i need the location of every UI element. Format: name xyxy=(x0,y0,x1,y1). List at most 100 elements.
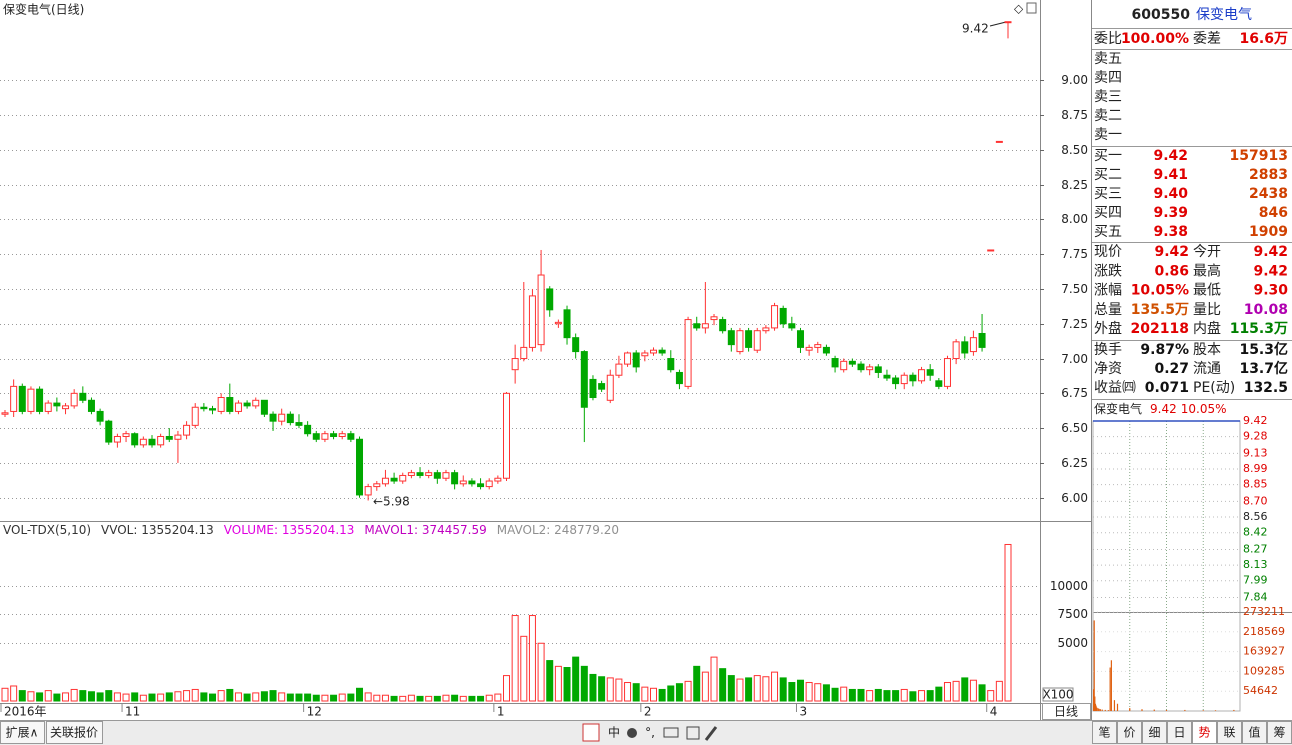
tab-label[interactable]: 日 xyxy=(1173,726,1185,740)
volume-bar xyxy=(978,684,986,702)
legend-entry: VVOL: 1355204.13 xyxy=(101,523,214,537)
y-tick-label: 6.25 xyxy=(1061,456,1088,470)
icon-punct[interactable]: °, xyxy=(645,726,655,740)
candle-body xyxy=(969,337,977,353)
candle-body xyxy=(918,369,926,382)
candle-body xyxy=(451,472,459,485)
volume-bar xyxy=(745,677,753,702)
tab-label[interactable]: 细 xyxy=(1148,726,1160,740)
icon-grid[interactable] xyxy=(686,726,700,740)
y-tick-label: 6.50 xyxy=(1061,421,1088,435)
tab[interactable] xyxy=(1117,721,1142,744)
candle-body xyxy=(745,330,753,348)
tab[interactable] xyxy=(46,721,103,744)
candle-body xyxy=(615,363,623,376)
candle-body xyxy=(304,424,312,435)
icon-moon[interactable] xyxy=(627,728,637,738)
volume-bar xyxy=(330,694,338,702)
tab[interactable] xyxy=(1092,721,1117,744)
candle-body xyxy=(433,472,441,479)
row-value: 9.42 xyxy=(1253,244,1288,260)
x-tick-label: 12 xyxy=(307,705,322,719)
candle-body xyxy=(866,366,874,371)
volume-bar xyxy=(87,691,95,702)
candle-body xyxy=(883,374,891,379)
candle-body xyxy=(269,413,277,422)
volume-bar xyxy=(234,692,242,702)
candle-body xyxy=(675,371,683,385)
legend-entry: MAVOL1: 374457.59 xyxy=(364,523,486,537)
icon-diamond[interactable]: ◇ xyxy=(1014,2,1024,16)
volume-bar xyxy=(338,693,346,702)
candle-body xyxy=(286,413,294,424)
bid-label: 买三 xyxy=(1094,186,1122,202)
candle-body xyxy=(693,323,701,329)
volume-bar xyxy=(892,690,900,702)
row-label: 内盘 xyxy=(1193,320,1221,337)
candle-body xyxy=(364,486,372,496)
volume-bar xyxy=(10,685,18,702)
candle-body xyxy=(44,402,52,412)
period-tab[interactable] xyxy=(1042,703,1091,720)
icon-button[interactable] xyxy=(582,723,600,742)
bid-label: 买四 xyxy=(1094,205,1122,221)
volume-bar xyxy=(442,694,450,702)
icon-keyboard[interactable] xyxy=(663,727,679,738)
unit-box xyxy=(1042,687,1074,702)
candle-body xyxy=(632,352,640,368)
tab[interactable] xyxy=(1192,721,1217,744)
tab[interactable] xyxy=(1217,721,1242,744)
period-label[interactable]: 日线 xyxy=(1054,705,1078,719)
tab-label[interactable]: 价 xyxy=(1123,726,1135,740)
volume-bar xyxy=(148,693,156,702)
row-label: 委差 xyxy=(1193,31,1221,47)
ask-label: 卖一 xyxy=(1094,127,1122,143)
x-tick-label: 2016年 xyxy=(4,705,47,719)
tab-label[interactable]: 关联报价 xyxy=(50,725,98,740)
volume-bar xyxy=(399,695,407,702)
volume-bar xyxy=(866,690,874,702)
candle-body xyxy=(148,438,156,446)
candle-body xyxy=(710,316,718,321)
bid-volume: 846 xyxy=(1259,205,1288,221)
y-tick-label: 8.99 xyxy=(1243,462,1268,475)
ime-label[interactable]: 中 xyxy=(608,725,620,740)
icon-window[interactable] xyxy=(1026,2,1037,14)
row-label: 净资 xyxy=(1094,361,1122,377)
y-tick-label: 7.25 xyxy=(1061,317,1088,331)
candle-body xyxy=(546,288,554,311)
volume-bar xyxy=(62,692,70,702)
tab-label[interactable]: 势 xyxy=(1198,726,1210,740)
tab-label[interactable]: 筹 xyxy=(1273,726,1285,740)
volume-bar xyxy=(286,693,294,702)
row-label: 现价 xyxy=(1094,244,1122,260)
tab[interactable] xyxy=(1142,721,1167,744)
tab-label[interactable]: 笔 xyxy=(1098,725,1110,740)
candle-body xyxy=(105,420,113,443)
volume-bar xyxy=(667,685,675,702)
tab[interactable] xyxy=(0,721,45,744)
bid-price: 9.40 xyxy=(1153,186,1188,202)
minute-title: 保变电气 9.42 10.05% xyxy=(1094,401,1227,416)
tab[interactable] xyxy=(1167,721,1192,744)
volume-bar xyxy=(96,692,104,702)
volume-bar xyxy=(1004,543,1012,702)
y-tick-label: 7.84 xyxy=(1243,590,1268,603)
tab-label[interactable]: 值 xyxy=(1248,725,1260,740)
x-tick-label: 4 xyxy=(990,705,998,719)
candle-body xyxy=(18,385,26,412)
volume-bar xyxy=(831,687,839,702)
icon-wrench[interactable] xyxy=(704,726,718,741)
row-value: 16.6万 xyxy=(1239,31,1288,47)
y-tick-label: 218569 xyxy=(1243,625,1285,638)
volume-bar xyxy=(364,692,372,702)
candle-body xyxy=(503,392,510,479)
y-tick-label: 8.50 xyxy=(1061,143,1088,157)
tab-label[interactable]: 扩展∧ xyxy=(6,726,39,740)
volume-bar xyxy=(952,680,960,702)
tab[interactable] xyxy=(1242,721,1267,744)
candle-body xyxy=(572,337,580,353)
bid-price: 9.39 xyxy=(1153,205,1188,221)
tab-label[interactable]: 联 xyxy=(1223,726,1235,740)
candle-body xyxy=(312,433,320,440)
